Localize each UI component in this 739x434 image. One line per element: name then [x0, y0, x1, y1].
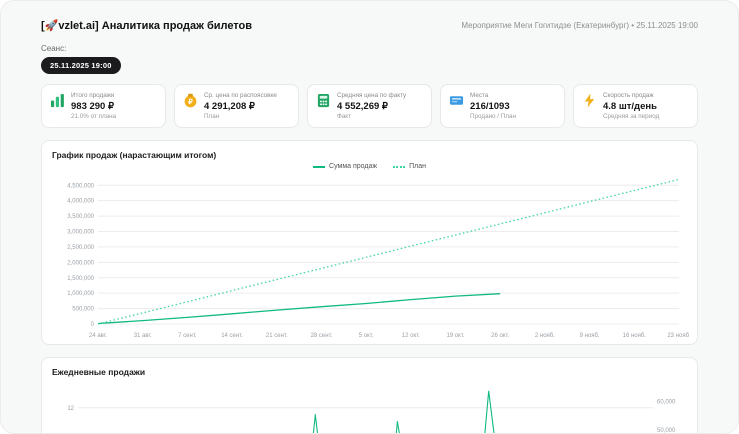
- svg-text:1,000,000: 1,000,000: [67, 291, 94, 297]
- kpi-sub: Средняя за период: [603, 113, 659, 120]
- kpi-label: Места: [470, 92, 516, 99]
- kpi-value: 216/1093: [470, 101, 516, 112]
- bar-chart-icon: [50, 93, 65, 108]
- cumulative-sales-card: График продаж (нарастающим итогом) Сумма…: [41, 140, 698, 345]
- svg-text:28 сент.: 28 сент.: [311, 333, 333, 339]
- kpi-value: 4 291,208 ₽: [204, 101, 277, 112]
- svg-text:21 сент.: 21 сент.: [266, 333, 288, 339]
- kpi-label: Скорость продаж: [603, 92, 659, 99]
- kpi-sub: План: [204, 113, 277, 120]
- cumulative-chart-svg: 0 500,000 1,000,000 1,500,000 2,000,000 2,500…: [52, 170, 689, 340]
- svg-text:2,500,000: 2,500,000: [67, 245, 94, 251]
- svg-text:31 авг.: 31 авг.: [134, 333, 152, 339]
- kpi-value: 983 290 ₽: [71, 101, 116, 112]
- svg-text:7 сент.: 7 сент.: [178, 333, 197, 339]
- svg-text:23 нояб.: 23 нояб.: [667, 333, 689, 339]
- svg-text:₽: ₽: [188, 98, 193, 106]
- dashboard-page: [🚀vzlet.ai] Аналитика продаж билетов Мер…: [0, 0, 739, 434]
- svg-text:12: 12: [67, 406, 74, 412]
- svg-text:5 окт.: 5 окт.: [359, 333, 374, 339]
- money-bag-icon: ₽: [183, 93, 198, 108]
- header: [🚀vzlet.ai] Аналитика продаж билетов Мер…: [41, 1, 698, 32]
- legend-swatch-dashed-icon: [393, 166, 405, 168]
- kpi-label: Средняя цена по факту: [337, 92, 406, 99]
- svg-text:4,000,000: 4,000,000: [67, 199, 94, 205]
- svg-text:14 сент.: 14 сент.: [221, 333, 243, 339]
- kpi-label: Ср. цена по распоясовке: [204, 92, 277, 99]
- kpi-value: 4.8 шт/день: [603, 101, 659, 112]
- daily-sales-card: Ежедневные продажи 02468101210,00020,000…: [41, 357, 698, 434]
- seats-icon: [449, 93, 464, 108]
- kpi-sub: 21.0% от плана: [71, 113, 116, 120]
- svg-text:24 авг.: 24 авг.: [89, 333, 107, 339]
- session-block: Сеанс: 25.11.2025 19:00: [41, 44, 698, 74]
- legend-item-plan[interactable]: План: [393, 163, 426, 170]
- kpi-card-sales-speed: Скорость продаж 4.8 шт/день Средняя за п…: [573, 84, 698, 128]
- svg-text:3,500,000: 3,500,000: [67, 214, 94, 220]
- svg-text:2,000,000: 2,000,000: [67, 260, 94, 266]
- page-title: [🚀vzlet.ai] Аналитика продаж билетов: [41, 19, 252, 32]
- lightning-icon: [582, 93, 597, 108]
- legend-swatch-solid-icon: [313, 166, 325, 168]
- chart-legend: Сумма продаж План: [52, 163, 687, 170]
- svg-text:9 нояб.: 9 нояб.: [580, 333, 600, 339]
- svg-text:4,500,000: 4,500,000: [67, 183, 94, 189]
- calculator-icon: [316, 93, 331, 108]
- kpi-card-seats: Места 216/1093 Продано / План: [440, 84, 565, 128]
- kpi-value: 4 552,269 ₽: [337, 101, 406, 112]
- kpi-card-plan-price: ₽ Ср. цена по распоясовке 4 291,208 ₽ Пл…: [174, 84, 299, 128]
- svg-text:16 нояб.: 16 нояб.: [623, 333, 647, 339]
- session-chip[interactable]: 25.11.2025 19:00: [41, 57, 121, 74]
- daily-chart-svg: 02468101210,00020,00030,00040,00050,0006…: [52, 383, 689, 434]
- svg-text:2 нояб.: 2 нояб.: [535, 333, 555, 339]
- kpi-label: Итого продажи: [71, 92, 116, 99]
- kpi-sub: Факт: [337, 113, 406, 120]
- svg-text:1,500,000: 1,500,000: [67, 276, 94, 282]
- chart-title-cumulative: График продаж (нарастающим итогом): [52, 150, 687, 160]
- svg-text:26 окт.: 26 окт.: [491, 333, 509, 339]
- kpi-card-fact-price: Средняя цена по факту 4 552,269 ₽ Факт: [307, 84, 432, 128]
- svg-text:0: 0: [91, 322, 95, 328]
- svg-text:3,000,000: 3,000,000: [67, 230, 94, 236]
- kpi-sub: Продано / План: [470, 113, 516, 120]
- svg-text:60,000: 60,000: [657, 399, 676, 405]
- svg-text:19 окт.: 19 окт.: [446, 333, 464, 339]
- svg-text:500,000: 500,000: [72, 307, 94, 313]
- event-subtitle: Мероприятие Меги Гогитидзе (Екатеринбург…: [461, 21, 698, 30]
- kpi-row: Итого продажи 983 290 ₽ 21.0% от плана ₽…: [41, 84, 698, 128]
- session-label: Сеанс:: [41, 44, 698, 53]
- chart-title-daily: Ежедневные продажи: [52, 367, 687, 377]
- legend-item-sales[interactable]: Сумма продаж: [313, 163, 377, 170]
- legend-label: Сумма продаж: [329, 163, 377, 170]
- kpi-card-total-sales: Итого продажи 983 290 ₽ 21.0% от плана: [41, 84, 166, 128]
- svg-text:50,000: 50,000: [657, 428, 676, 434]
- svg-text:12 окт.: 12 окт.: [402, 333, 420, 339]
- legend-label: План: [409, 163, 426, 170]
